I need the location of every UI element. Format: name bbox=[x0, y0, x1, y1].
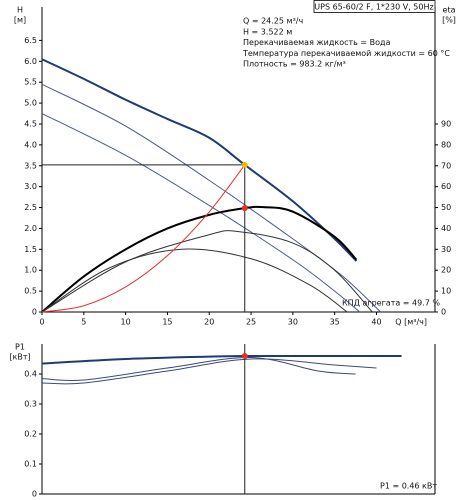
y2-tick-label: 30 bbox=[441, 245, 451, 254]
y2-tick-label: 60 bbox=[441, 182, 451, 191]
x-tick-label: 5 bbox=[81, 318, 86, 327]
y-tick-label: 0.2 bbox=[24, 430, 37, 439]
y-tick-label: 0 bbox=[32, 490, 37, 499]
y2-unit: [%] bbox=[442, 16, 456, 25]
y2-tick-label: 90 bbox=[441, 119, 451, 128]
y-tick-label: 5.5 bbox=[24, 78, 37, 87]
y-tick-label: 3.5 bbox=[24, 161, 37, 170]
x-tick-label: 20 bbox=[204, 318, 214, 327]
y2-tick-label: 10 bbox=[441, 287, 451, 296]
curve bbox=[41, 205, 358, 313]
x-tick-label: 30 bbox=[288, 318, 298, 327]
y-tick-label: 0.4 bbox=[24, 370, 37, 379]
y-tick-label: 2.5 bbox=[24, 203, 37, 212]
y2-tick-label: 40 bbox=[441, 224, 451, 233]
curve bbox=[41, 358, 377, 385]
operating-point bbox=[241, 161, 248, 168]
info-line: Температура перекачиваемой жидкости = 60… bbox=[242, 49, 450, 58]
y-tick-label: 0.1 bbox=[24, 460, 37, 469]
y-unit: [кВт] bbox=[9, 353, 30, 362]
power-label: P1 = 0.46 кВт bbox=[380, 482, 437, 491]
x-tick-label: 10 bbox=[121, 318, 131, 327]
curve bbox=[41, 354, 402, 365]
y-tick-label: 4.0 bbox=[24, 140, 37, 149]
y-unit: [м] bbox=[14, 16, 26, 25]
y2-tick-label: 50 bbox=[441, 203, 451, 212]
y-label: P1 bbox=[15, 343, 25, 352]
y-tick-label: 0.5 bbox=[24, 287, 37, 296]
info-line: Плотность = 983.2 кг/м³ bbox=[243, 60, 346, 69]
curve bbox=[41, 164, 246, 313]
y-label: H bbox=[17, 6, 23, 15]
info-line: H = 3.522 м bbox=[243, 27, 292, 36]
efficiency-label: КПД агрегата = 49.7 % bbox=[342, 299, 440, 308]
curve bbox=[41, 230, 373, 313]
y-tick-label: 3.0 bbox=[24, 182, 37, 191]
model-box bbox=[313, 0, 436, 13]
y2-tick-label: 70 bbox=[441, 161, 451, 170]
y2-tick-label: 80 bbox=[441, 140, 451, 149]
x-label: Q [м³/ч] bbox=[395, 318, 427, 327]
x-tick-label: 40 bbox=[371, 318, 381, 327]
y2-tick-label: 0 bbox=[441, 308, 446, 317]
info-line: Q = 24.25 м³/ч bbox=[243, 17, 303, 26]
y2-tick-label: 20 bbox=[441, 266, 451, 275]
curve bbox=[41, 248, 348, 313]
operating-point bbox=[241, 205, 248, 212]
y2-label: eta bbox=[443, 6, 456, 15]
y-tick-label: 0 bbox=[32, 308, 37, 317]
curve bbox=[41, 356, 356, 382]
x-tick-label: 15 bbox=[162, 318, 172, 327]
operating-point bbox=[241, 353, 248, 359]
y-tick-label: 4.5 bbox=[24, 119, 37, 128]
x-tick-label: 0 bbox=[39, 318, 44, 327]
y-tick-label: 6.0 bbox=[24, 57, 37, 66]
y-tick-label: 0.3 bbox=[24, 400, 37, 409]
y-tick-label: 6.5 bbox=[24, 36, 37, 45]
model: UPS 65-60/2 F, 1*230 V, 50Hz bbox=[314, 3, 433, 12]
y-tick-label: 5.0 bbox=[24, 99, 37, 108]
x-tick-label: 25 bbox=[246, 318, 256, 327]
y-tick-label: 1.0 bbox=[24, 266, 37, 275]
info-line: Перекачиваемая жидкость = Вода bbox=[243, 38, 391, 47]
curve bbox=[41, 83, 381, 313]
y-tick-label: 1.5 bbox=[24, 245, 37, 254]
curve bbox=[41, 113, 361, 313]
y-tick-label: 2.0 bbox=[24, 224, 37, 233]
x-tick-label: 35 bbox=[330, 318, 340, 327]
